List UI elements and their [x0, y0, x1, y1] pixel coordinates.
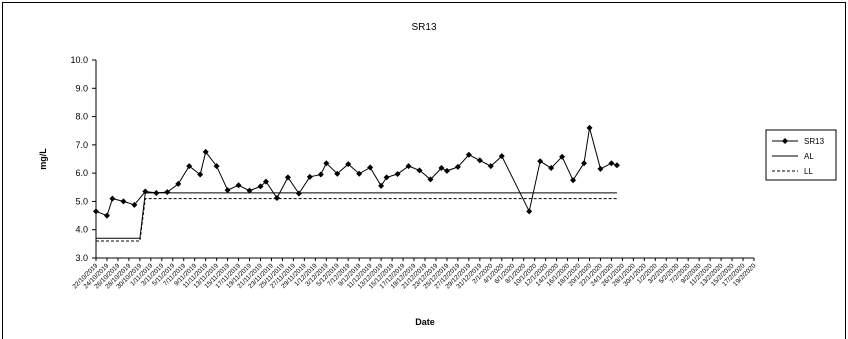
y-tick-label: 3.0	[75, 253, 88, 263]
data-point	[345, 161, 352, 168]
y-axis-title: mg/L	[38, 148, 48, 170]
data-point	[164, 189, 171, 196]
data-point	[317, 171, 324, 178]
data-point	[537, 158, 544, 165]
legend-box	[765, 129, 837, 181]
data-point	[131, 201, 138, 208]
y-tick-label: 8.0	[75, 112, 88, 122]
legend-marker	[782, 138, 788, 144]
plot-area: 3.04.05.06.07.08.09.010.022/10/201924/10…	[70, 55, 757, 290]
data-point	[378, 182, 385, 189]
data-point	[103, 212, 110, 219]
data-point	[323, 160, 330, 167]
data-point	[197, 171, 204, 178]
data-point	[306, 173, 313, 180]
data-point	[526, 208, 533, 215]
y-tick-label: 10.0	[70, 55, 88, 65]
data-point	[438, 165, 445, 172]
data-point	[273, 195, 280, 202]
data-point	[257, 183, 264, 190]
data-point	[570, 177, 577, 184]
series-line-al	[96, 192, 617, 239]
legend-label-ll: LL	[804, 167, 813, 176]
data-point	[235, 182, 242, 189]
data-point	[405, 163, 412, 170]
data-point	[443, 167, 450, 174]
x-axis-title: Date	[415, 317, 435, 327]
data-point	[284, 174, 291, 181]
legend-label-al: AL	[804, 152, 814, 161]
data-point	[548, 165, 555, 172]
data-point	[367, 164, 374, 171]
y-tick-label: 5.0	[75, 196, 88, 206]
data-point	[613, 162, 620, 169]
series-line-ll	[96, 198, 617, 242]
data-point	[202, 148, 209, 155]
data-point	[465, 151, 472, 158]
data-point	[109, 195, 116, 202]
data-point	[586, 124, 593, 131]
y-tick-label: 7.0	[75, 140, 88, 150]
data-point	[454, 163, 461, 170]
data-point	[597, 165, 604, 172]
data-point	[559, 153, 566, 160]
data-point	[581, 160, 588, 167]
data-point	[246, 187, 253, 194]
y-tick-label: 4.0	[75, 225, 88, 235]
data-point	[213, 163, 220, 170]
data-point	[334, 170, 341, 177]
data-point	[120, 198, 127, 205]
legend-label-sr13: SR13	[804, 137, 825, 146]
data-point	[262, 178, 269, 185]
legend: SR13 AL LL	[765, 129, 837, 181]
y-tick-label: 9.0	[75, 83, 88, 93]
data-point	[383, 174, 390, 181]
data-point	[427, 176, 434, 183]
y-tick-label: 6.0	[75, 168, 88, 178]
data-point	[224, 187, 231, 194]
data-point	[394, 170, 401, 177]
data-point	[295, 190, 302, 197]
data-point	[175, 180, 182, 187]
data-point	[487, 163, 494, 170]
data-point	[93, 208, 99, 215]
data-point	[416, 167, 423, 174]
data-point	[476, 157, 483, 164]
data-point	[498, 153, 505, 160]
chart-title: SR13	[411, 22, 436, 33]
data-point	[186, 163, 193, 170]
data-point	[608, 160, 615, 167]
data-point	[356, 170, 363, 177]
